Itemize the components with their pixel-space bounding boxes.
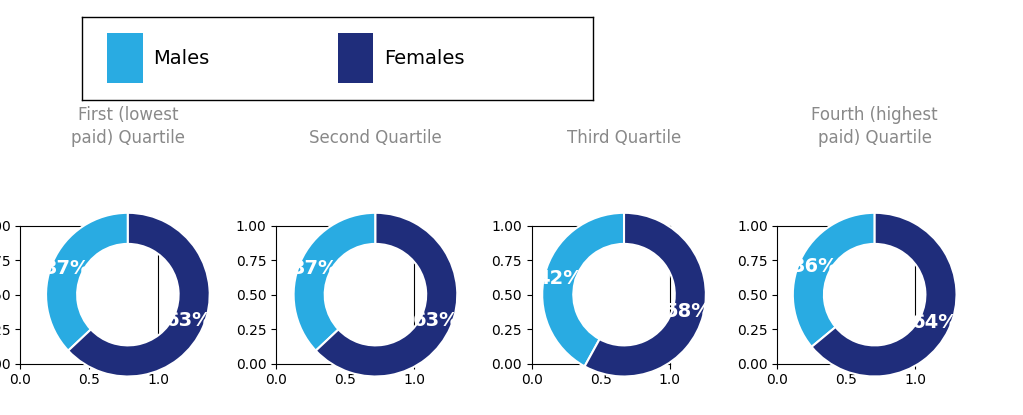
Text: 42%: 42% bbox=[536, 269, 583, 288]
Wedge shape bbox=[46, 213, 128, 351]
Text: 63%: 63% bbox=[413, 312, 459, 330]
Text: 37%: 37% bbox=[292, 259, 338, 278]
Text: Males: Males bbox=[153, 49, 210, 68]
Text: Second Quartile: Second Quartile bbox=[309, 129, 442, 147]
Text: 58%: 58% bbox=[665, 302, 712, 321]
Wedge shape bbox=[811, 213, 957, 376]
Text: Third Quartile: Third Quartile bbox=[567, 129, 681, 147]
Text: 64%: 64% bbox=[911, 313, 958, 332]
Wedge shape bbox=[316, 213, 457, 376]
Wedge shape bbox=[69, 213, 210, 376]
Text: 63%: 63% bbox=[166, 312, 212, 330]
Wedge shape bbox=[294, 213, 375, 351]
Wedge shape bbox=[793, 213, 875, 347]
Text: Fourth (highest
paid) Quartile: Fourth (highest paid) Quartile bbox=[811, 106, 938, 147]
Text: 37%: 37% bbox=[44, 259, 90, 278]
Bar bbox=[107, 33, 143, 83]
Bar bbox=[338, 33, 373, 83]
Text: First (lowest
paid) Quartile: First (lowest paid) Quartile bbox=[71, 106, 185, 147]
Text: Females: Females bbox=[384, 49, 464, 68]
Wedge shape bbox=[584, 213, 706, 376]
Text: 36%: 36% bbox=[792, 257, 838, 276]
Wedge shape bbox=[542, 213, 624, 366]
